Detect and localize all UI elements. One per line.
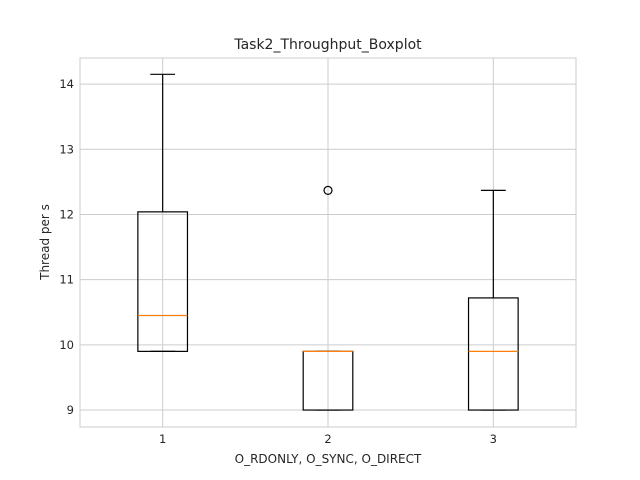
y-tick-label: 12 [59, 207, 74, 221]
y-tick-label: 14 [59, 77, 74, 91]
y-tick-label: 13 [59, 142, 74, 156]
plot-frame [79, 57, 577, 428]
box-1 [137, 73, 189, 352]
y-tick-labels: 9 10 11 12 13 14 [59, 77, 74, 417]
x-tick-label: 3 [490, 432, 497, 446]
box-2 [302, 185, 354, 411]
chart-title: Task2_Throughput_Boxplot [233, 37, 422, 53]
x-tick-labels: 1 2 3 [159, 432, 497, 446]
y-tick-label: 11 [59, 273, 74, 287]
outlier-point [323, 185, 333, 195]
x-axis-label: O_RDONLY, O_SYNC, O_DIRECT [235, 452, 422, 466]
box-3 [467, 189, 519, 411]
x-tick-label: 1 [159, 432, 166, 446]
box-series [137, 73, 519, 411]
y-axis-label: Thread per s [38, 204, 52, 281]
y-tick-label: 9 [67, 403, 74, 417]
grid-lines [80, 58, 576, 427]
x-tick-label: 2 [324, 432, 331, 446]
y-tick-label: 10 [59, 338, 74, 352]
